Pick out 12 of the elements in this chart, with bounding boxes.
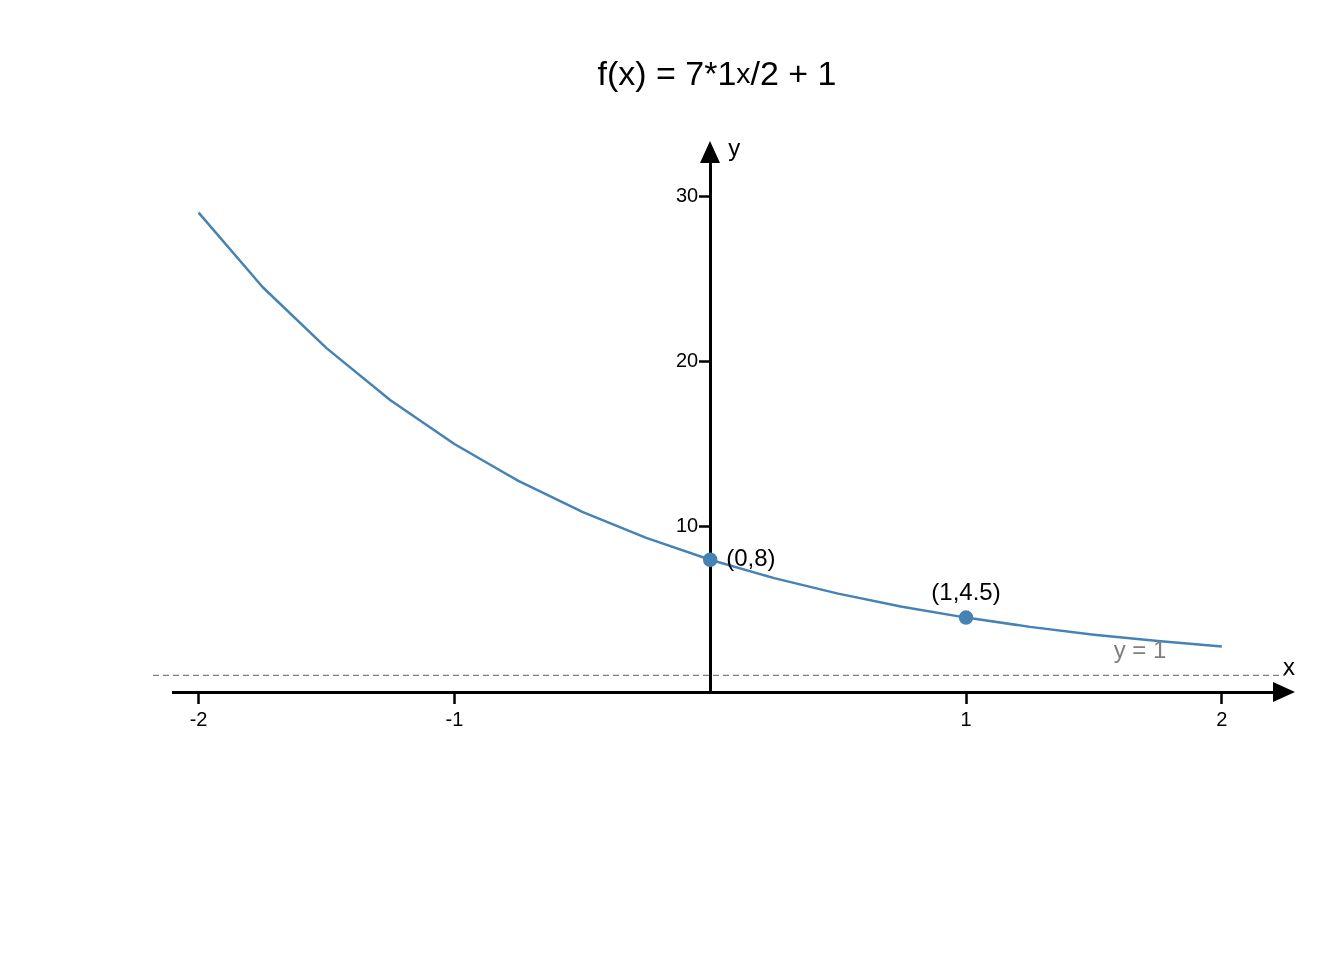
annotation: (0,8) [726,544,776,572]
ref-line-label: y = 1 [1113,636,1167,664]
x-tick-label: -2 [189,707,208,730]
x-tick-label: -1 [445,707,464,730]
y-axis-title: y [728,133,741,161]
annotation: (1,4.5) [931,578,1001,606]
x-tick-label: 2 [1216,707,1228,730]
x-tick-label: 1 [960,707,972,730]
x-axis-title: x [1283,652,1295,680]
y-tick-label: 10 [675,514,699,537]
y-tick-label: 30 [675,183,699,206]
y-tick-label: 20 [675,348,699,371]
